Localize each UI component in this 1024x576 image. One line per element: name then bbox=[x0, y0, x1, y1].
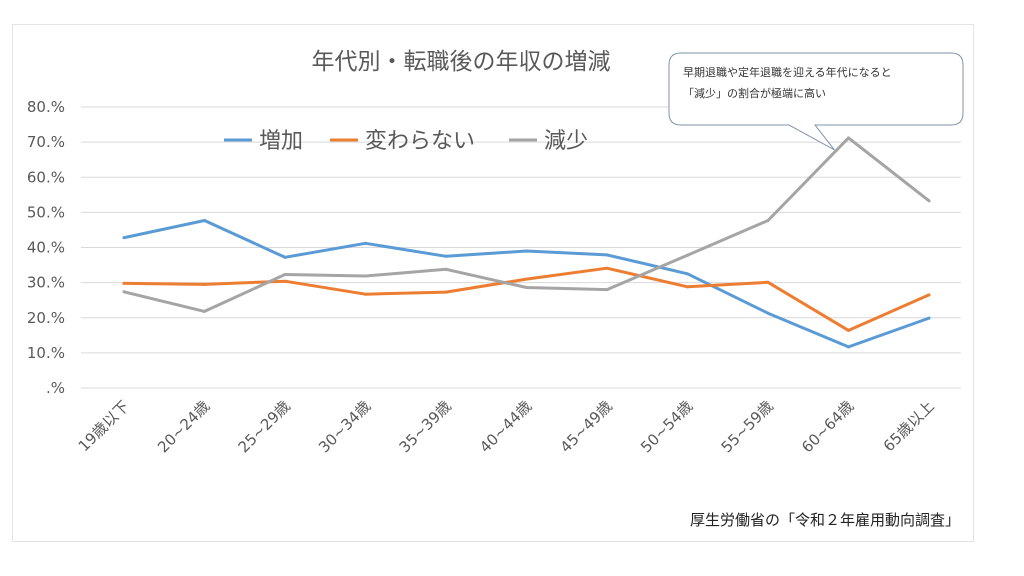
data-point bbox=[444, 254, 448, 258]
legend: 増加 変わらない 減少 bbox=[224, 129, 588, 154]
x-tick-label: 40~44歳 bbox=[476, 397, 535, 456]
legend-label: 減少 bbox=[544, 129, 588, 154]
data-point bbox=[525, 286, 528, 290]
x-tick-label: 45~49歳 bbox=[557, 397, 616, 456]
legend-label: 増加 bbox=[259, 129, 303, 154]
y-tick-label: 10.% bbox=[27, 344, 65, 362]
data-point bbox=[122, 290, 126, 294]
line-chart: 80.% 70.% 60.% 50.% 40.% 30.% 20.% 10.%.% 19歳以下 2… bbox=[27, 49, 964, 529]
data-point bbox=[525, 249, 528, 253]
data-point bbox=[927, 316, 931, 320]
data-point bbox=[927, 293, 931, 297]
data-point bbox=[283, 279, 287, 283]
data-point bbox=[605, 288, 609, 292]
y-tick-label: 80.% bbox=[27, 98, 65, 116]
data-point bbox=[847, 136, 850, 140]
x-tick-label: 30~34歳 bbox=[315, 397, 374, 456]
y-tick-label: 20.% bbox=[27, 309, 65, 327]
data-point bbox=[927, 199, 931, 203]
x-tick-label: 55~59歳 bbox=[718, 397, 777, 456]
data-point bbox=[605, 253, 609, 257]
data-point bbox=[766, 311, 770, 315]
data-point bbox=[444, 267, 448, 271]
y-tick-label: 60.% bbox=[27, 168, 65, 186]
legend-label: 変わらない bbox=[365, 129, 475, 154]
data-point bbox=[283, 273, 287, 277]
x-tick-label: 50~54歳 bbox=[637, 397, 696, 456]
data-point bbox=[766, 280, 770, 284]
data-point bbox=[122, 281, 126, 285]
callout-bubble bbox=[668, 52, 964, 151]
data-point bbox=[847, 345, 850, 349]
x-tick-label: 65歳以上 bbox=[880, 397, 938, 455]
y-tick-label: 70.% bbox=[27, 133, 65, 151]
y-tick-label: 50.% bbox=[27, 203, 65, 221]
data-point bbox=[686, 272, 689, 276]
y-tick-label: 40.% bbox=[27, 239, 65, 257]
chart-title: 年代別・転職後の年収の増減 bbox=[312, 49, 611, 75]
callout-text-line: 早期退職や定年退職を迎える年代になると bbox=[683, 65, 892, 79]
y-tick-label: .% bbox=[46, 379, 65, 397]
data-point bbox=[364, 241, 367, 245]
data-point bbox=[283, 255, 287, 259]
y-tick-label: 30.% bbox=[27, 274, 65, 292]
data-point bbox=[364, 274, 367, 278]
data-point bbox=[686, 253, 689, 257]
callout: 早期退職や定年退職を迎える年代になると「減少」の割合が極端に高い bbox=[668, 52, 964, 151]
data-point bbox=[525, 277, 528, 281]
x-tick-label: 19歳以下 bbox=[75, 397, 133, 455]
data-point bbox=[444, 290, 448, 294]
callout-text-line: 「減少」の割合が極端に高い bbox=[683, 86, 826, 100]
x-tick-label: 20~24歳 bbox=[154, 397, 213, 456]
data-point bbox=[847, 328, 850, 332]
data-point bbox=[605, 266, 609, 270]
data-point bbox=[686, 285, 689, 289]
series-line-3 bbox=[122, 136, 931, 313]
data-point bbox=[203, 282, 206, 286]
source-note: 厚生労働省の「令和２年雇用動向調査」 bbox=[690, 511, 960, 529]
data-point bbox=[122, 236, 126, 240]
series-line-2 bbox=[122, 266, 931, 332]
data-point bbox=[766, 218, 770, 222]
data-point bbox=[203, 309, 206, 313]
x-tick-label: 35~39歳 bbox=[396, 397, 455, 456]
data-point bbox=[203, 218, 206, 222]
x-tick-label: 60~64歳 bbox=[798, 397, 857, 456]
chart-frame: 80.% 70.% 60.% 50.% 40.% 30.% 20.% 10.%.% 19歳以下 2… bbox=[12, 24, 974, 542]
x-tick-label: 25~29歳 bbox=[235, 397, 294, 456]
data-point bbox=[364, 292, 367, 296]
